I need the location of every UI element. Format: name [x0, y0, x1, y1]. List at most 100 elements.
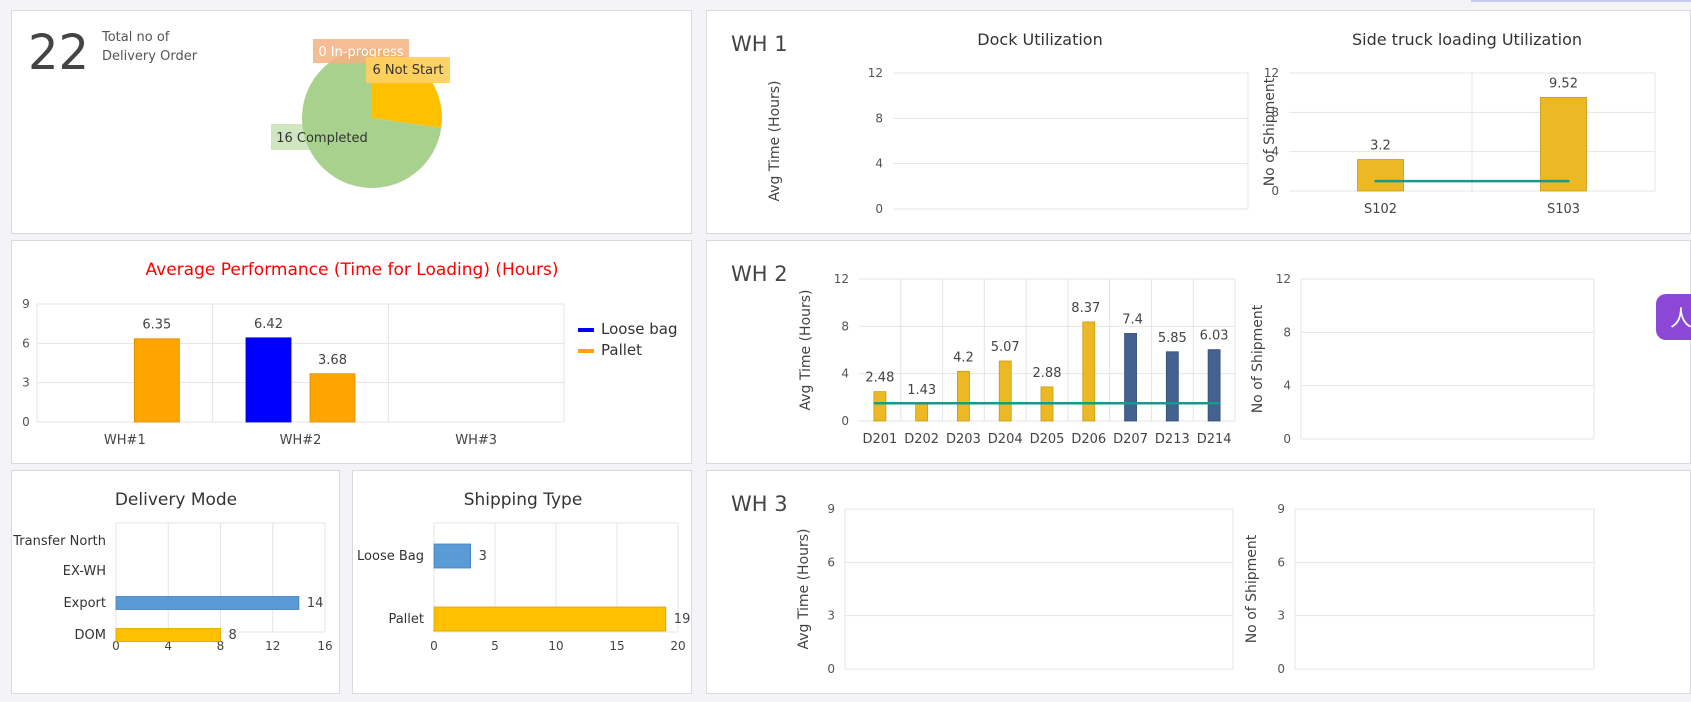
shipping-type-chart: Shipping Type 0 5 10 15 20 Loose Bag 3 Pallet 19: [357, 490, 690, 653]
wh2-dock-ytick: 0: [841, 414, 849, 428]
avg-performance-legend-swatch: [578, 349, 594, 353]
wh2-dock-data-label: 2.88: [1033, 366, 1062, 381]
total-delivery-count: 22: [28, 25, 90, 81]
wh2-dock-ylabel: Avg Time (Hours): [798, 289, 814, 410]
wh1-side-ytick: 8: [1271, 105, 1279, 119]
wh2-side-ylabel: No of Shipment: [1250, 304, 1266, 413]
wh2-dock-bar: [998, 360, 1012, 422]
delivery-mode-ytick: Transfer North: [12, 534, 106, 549]
wh2-dock-data-label: 5.85: [1158, 331, 1187, 346]
shipping-type-bar: [433, 543, 471, 569]
wh2-side-ytick: 0: [1283, 432, 1291, 446]
wh3-charts: 0 3 6 9 Avg Time (Hours) 0 3 6 9 No of Shipment: [796, 502, 1595, 676]
wh2-dock-ytick: 4: [841, 367, 849, 381]
avg-performance-bar: [245, 337, 292, 423]
avg-performance-bar: [133, 338, 180, 423]
delivery-mode-xtick: 4: [164, 639, 172, 653]
wh2-dock-data-label: 2.48: [865, 371, 894, 386]
wh2-dock-bar: [1082, 321, 1096, 422]
wh2-dock-bar: [915, 403, 929, 422]
shipping-type-bar: [433, 606, 667, 632]
shipping-type-ytick: Pallet: [388, 612, 424, 627]
paint-roller-button[interactable]: ⼈: [1656, 294, 1691, 340]
wh1-side-title: Side truck loading Utilization: [1352, 30, 1582, 49]
wh1-dock-title: Dock Utilization: [977, 30, 1102, 49]
wh2-dock-data-label: 1.43: [907, 383, 936, 398]
shipping-type-xtick: 10: [548, 639, 563, 653]
delivery-mode-ytick: Export: [63, 596, 106, 611]
wh3-side-ytick: 6: [1277, 555, 1285, 569]
delivery-mode-xtick: 8: [217, 639, 225, 653]
wh3-side-ylabel: No of Shipment: [1244, 534, 1260, 643]
shipping-type-xtick: 5: [491, 639, 499, 653]
delivery-mode-xtick: 16: [317, 639, 332, 653]
wh2-dock-bar: [873, 391, 887, 422]
total-delivery-label: Total no of Delivery Order: [102, 28, 197, 66]
wh1-dock-ytick: 8: [875, 111, 883, 125]
wh2-dock-xtick: D207: [1113, 432, 1148, 447]
shipping-type-title: Shipping Type: [464, 490, 583, 510]
avg-performance-legend-swatch: [578, 328, 594, 332]
wh2-dock-bar: [1165, 351, 1179, 422]
wh2-dock-xtick: D206: [1071, 432, 1106, 447]
wh3-dock-ytick: 9: [827, 502, 835, 516]
total-label-line2: Delivery Order: [102, 49, 198, 64]
avg-performance-xtick: WH#2: [280, 433, 322, 448]
wh1-side-data-label: 9.52: [1549, 76, 1578, 91]
wh1-side-xtick: S102: [1364, 202, 1397, 217]
avg-performance-title: Average Performance (Time for Loading) (…: [146, 260, 559, 280]
top-right-tab-edge: [1471, 0, 1691, 2]
wh2-dock-xtick: D201: [862, 432, 897, 447]
wh2-dock-xtick: D204: [988, 432, 1023, 447]
delivery-mode-chart: Delivery Mode 0 4 8 12 16 Transfer North EX-WH E…: [12, 490, 332, 653]
wh2-dock-data-label: 4.2: [953, 350, 974, 365]
wh2-side-ytick: 4: [1283, 379, 1291, 393]
wh2-dock-bar: [957, 370, 970, 422]
wh1-side-ytick: 12: [1264, 66, 1279, 80]
delivery-mode-ytick: EX-WH: [63, 564, 106, 579]
wh2-dock-xtick: D205: [1030, 432, 1065, 447]
avg-performance-ytick: 3: [22, 376, 30, 390]
wh1-side-ytick: 4: [1271, 145, 1279, 159]
pie-label-box: [271, 124, 373, 150]
delivery-mode-panel: Delivery Mode 0 4 8 12 16 Transfer North EX-WH E…: [11, 470, 340, 694]
shipping-type-xtick: 20: [670, 639, 685, 653]
wh2-dock-xtick: D214: [1197, 432, 1232, 447]
wh2-dock-bar: [1207, 349, 1221, 422]
avg-performance-data-label: 3.68: [318, 353, 347, 368]
wh2-dock-bar: [1124, 333, 1137, 422]
wh2-dock-data-label: 5.07: [991, 340, 1020, 355]
avg-performance-ytick: 9: [22, 297, 30, 311]
wh2-dock-xtick: D203: [946, 432, 981, 447]
wh2-dock-xtick: D202: [904, 432, 939, 447]
delivery-mode-xtick: 12: [265, 639, 280, 653]
avg-performance-ytick: 6: [22, 336, 30, 350]
delivery-mode-data-label: 8: [229, 628, 237, 643]
wh1-dock-ytick: 12: [868, 66, 883, 80]
wh3-dock-ytick: 0: [827, 662, 835, 676]
wh3-side-ytick: 0: [1277, 662, 1285, 676]
delivery-mode-ytick: DOM: [75, 628, 106, 643]
avg-performance-panel: Average Performance (Time for Loading) (…: [11, 240, 692, 464]
wh2-dock-data-label: 7.4: [1122, 312, 1143, 327]
shipping-type-data-label: 3: [479, 549, 487, 564]
shipping-type-xtick: 0: [430, 639, 438, 653]
delivery-mode-xtick: 0: [112, 639, 120, 653]
wh1-side-bar: [1540, 96, 1587, 192]
wh1-charts: 0 4 8 12 Dock Utilization Avg Time (Hours) 0 4 8…: [767, 30, 1656, 217]
status-pie-chart: 0 In-progress 6 Not Start 16 Completed: [271, 39, 450, 188]
wh1-dock-ytick: 0: [875, 202, 883, 216]
avg-performance-ytick: 0: [22, 415, 30, 429]
wh1-side-bar: [1357, 159, 1404, 192]
pie-label: 6 Not Start: [372, 63, 443, 78]
delivery-mode-bar: [115, 596, 300, 610]
wh2-label: WH 2: [731, 262, 788, 286]
wh2-charts: 0 4 8 12 Avg Time (Hours) D201 2.48 D202 1.43 D20…: [798, 272, 1595, 447]
wh1-side-ylabel: No of Shipment: [1262, 77, 1278, 186]
pie-label: 16 Completed: [276, 131, 368, 146]
delivery-mode-bar: [115, 628, 221, 642]
wh1-side-xtick: S103: [1547, 202, 1580, 217]
wh2-dock-ytick: 8: [841, 319, 849, 333]
avg-performance-data-label: 6.42: [254, 317, 283, 332]
wh3-dock-ytick: 6: [827, 555, 835, 569]
